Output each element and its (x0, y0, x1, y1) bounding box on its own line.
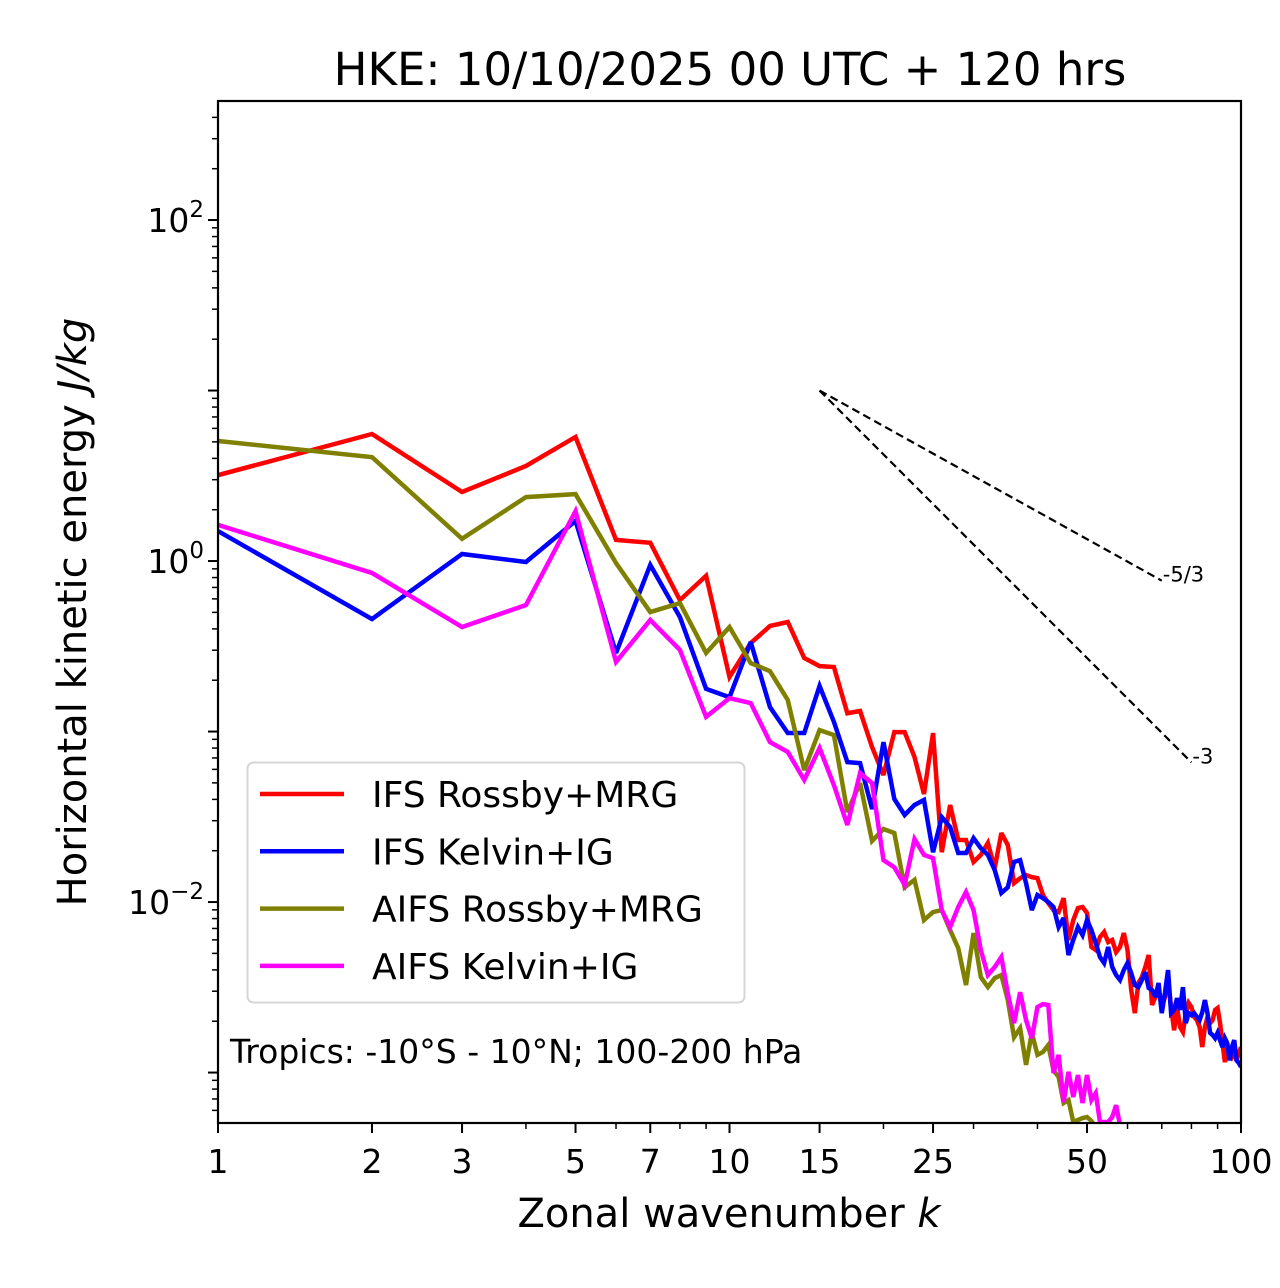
reference-line-slope-minus-5-3 (819, 389, 1163, 582)
series-line-ifs-kelvin-ig (218, 516, 1241, 1068)
x-tick-label: 10 (709, 1142, 751, 1181)
reference-line-label: -5/3 (1163, 563, 1204, 587)
y-axis-label: Horizontal kinetic energy J/kg (50, 318, 96, 907)
legend-label: IFS Rossby+MRG (372, 775, 678, 816)
x-axis-label-symbol: k (917, 1191, 942, 1237)
y-axis-label-unit: J/kg (50, 318, 96, 399)
reference-line-label: -3 (1192, 744, 1213, 768)
x-tick-label: 7 (640, 1142, 661, 1181)
reference-slope-labels: -5/3 -3 (1163, 563, 1214, 769)
reference-slope-lines (818, 389, 1193, 764)
x-tick-label: 50 (1066, 1142, 1108, 1181)
y-tick-label: 100 (147, 538, 204, 581)
y-axis-label-text: Horizontal kinetic energy (50, 392, 96, 907)
series-lines (218, 431, 1241, 1123)
y-axis: 102 100 10−2 (128, 116, 218, 1112)
x-tick-label: 3 (452, 1142, 473, 1181)
x-tick-label: 5 (565, 1142, 586, 1181)
x-axis-label: Zonal wavenumber k (517, 1191, 942, 1237)
y-tick-label: 10−2 (128, 879, 204, 922)
legend-label: AIFS Rossby+MRG (372, 890, 703, 931)
x-tick-label: 25 (912, 1142, 954, 1181)
legend-label: IFS Kelvin+IG (372, 832, 614, 873)
legend-label: AIFS Kelvin+IG (372, 947, 638, 988)
x-tick-label: 2 (361, 1142, 382, 1181)
x-tick-label: 1 (208, 1142, 229, 1181)
reference-line-slope-minus-3 (818, 389, 1193, 764)
region-annotation: Tropics: -10°S - 10°N; 100-200 hPa (229, 1032, 802, 1071)
legend-frame (246, 761, 746, 1004)
x-tick-label: 15 (799, 1142, 841, 1181)
y-tick-label: 102 (147, 197, 204, 240)
series-line-aifs-kelvin-ig (218, 505, 1122, 1123)
x-axis: 1 2 3 5 7 10 15 25 50 100 (208, 1123, 1273, 1181)
x-tick-label: 100 (1210, 1142, 1273, 1181)
x-axis-label-text: Zonal wavenumber (517, 1191, 917, 1237)
chart-title: HKE: 10/10/2025 00 UTC + 120 hrs (334, 43, 1127, 96)
legend: IFS Rossby+MRG IFS Kelvin+IG AIFS Rossby+M… (246, 761, 746, 1004)
